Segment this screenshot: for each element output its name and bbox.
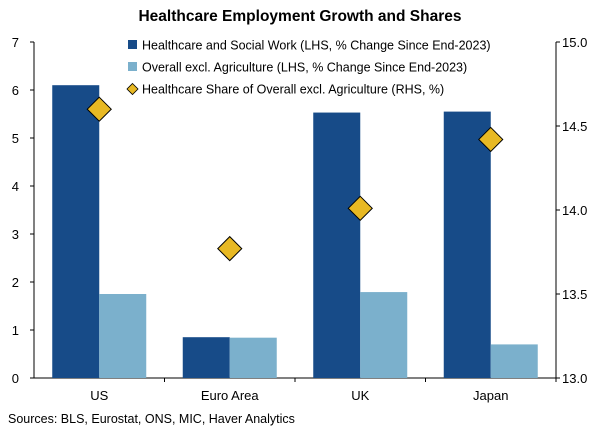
bar-overall [360,292,408,378]
bar-overall [229,337,277,378]
right-tick-label: 15.0 [562,35,587,50]
right-tick-label: 13.0 [562,371,587,386]
bar-healthcare [313,112,361,378]
legend-swatch [128,40,137,49]
legend: Healthcare and Social Work (LHS, % Chang… [126,39,491,97]
bar-healthcare [443,111,491,378]
left-axis-ticks: 0 1 2 3 4 5 6 7 [12,35,34,386]
marker-healthcare-share [86,96,112,122]
chart-title: Healthcare Employment Growth and Shares [138,8,461,25]
category-label: Japan [473,388,508,403]
left-tick-label: 4 [12,179,19,194]
right-tick-label: 13.5 [562,287,587,302]
category-label: UK [351,388,369,403]
marker-healthcare-share [217,235,243,262]
bars [52,85,538,378]
legend-swatch [128,62,137,71]
left-tick-label: 5 [12,131,19,146]
right-tick-label: 14.0 [562,203,587,218]
right-axis-ticks: 13.0 13.5 14.0 14.5 15.0 [556,35,587,386]
bar-overall [490,344,538,378]
legend-label: Healthcare and Social Work (LHS, % Chang… [142,39,491,53]
left-tick-label: 6 [12,83,19,98]
markers [86,96,504,262]
left-tick-label: 2 [12,275,19,290]
category-label: Euro Area [201,388,260,403]
source-note: Sources: BLS, Eurostat, ONS, MIC, Haver … [8,412,295,426]
legend-label: Healthcare Share of Overall excl. Agricu… [142,83,444,97]
marker-healthcare-share [347,195,373,222]
bar-healthcare [52,85,100,378]
category-labels: US Euro Area UK Japan [90,378,557,403]
left-tick-label: 3 [12,227,19,242]
left-tick-label: 0 [12,371,19,386]
marker-healthcare-share [478,126,504,153]
left-tick-label: 7 [12,35,19,50]
legend-label: Overall excl. Agriculture (LHS, % Change… [142,61,467,75]
bar-overall [99,294,147,378]
legend-marker [126,82,139,96]
bar-healthcare [182,337,230,378]
right-tick-label: 14.5 [562,119,587,134]
left-tick-label: 1 [12,323,19,338]
category-label: US [90,388,108,403]
